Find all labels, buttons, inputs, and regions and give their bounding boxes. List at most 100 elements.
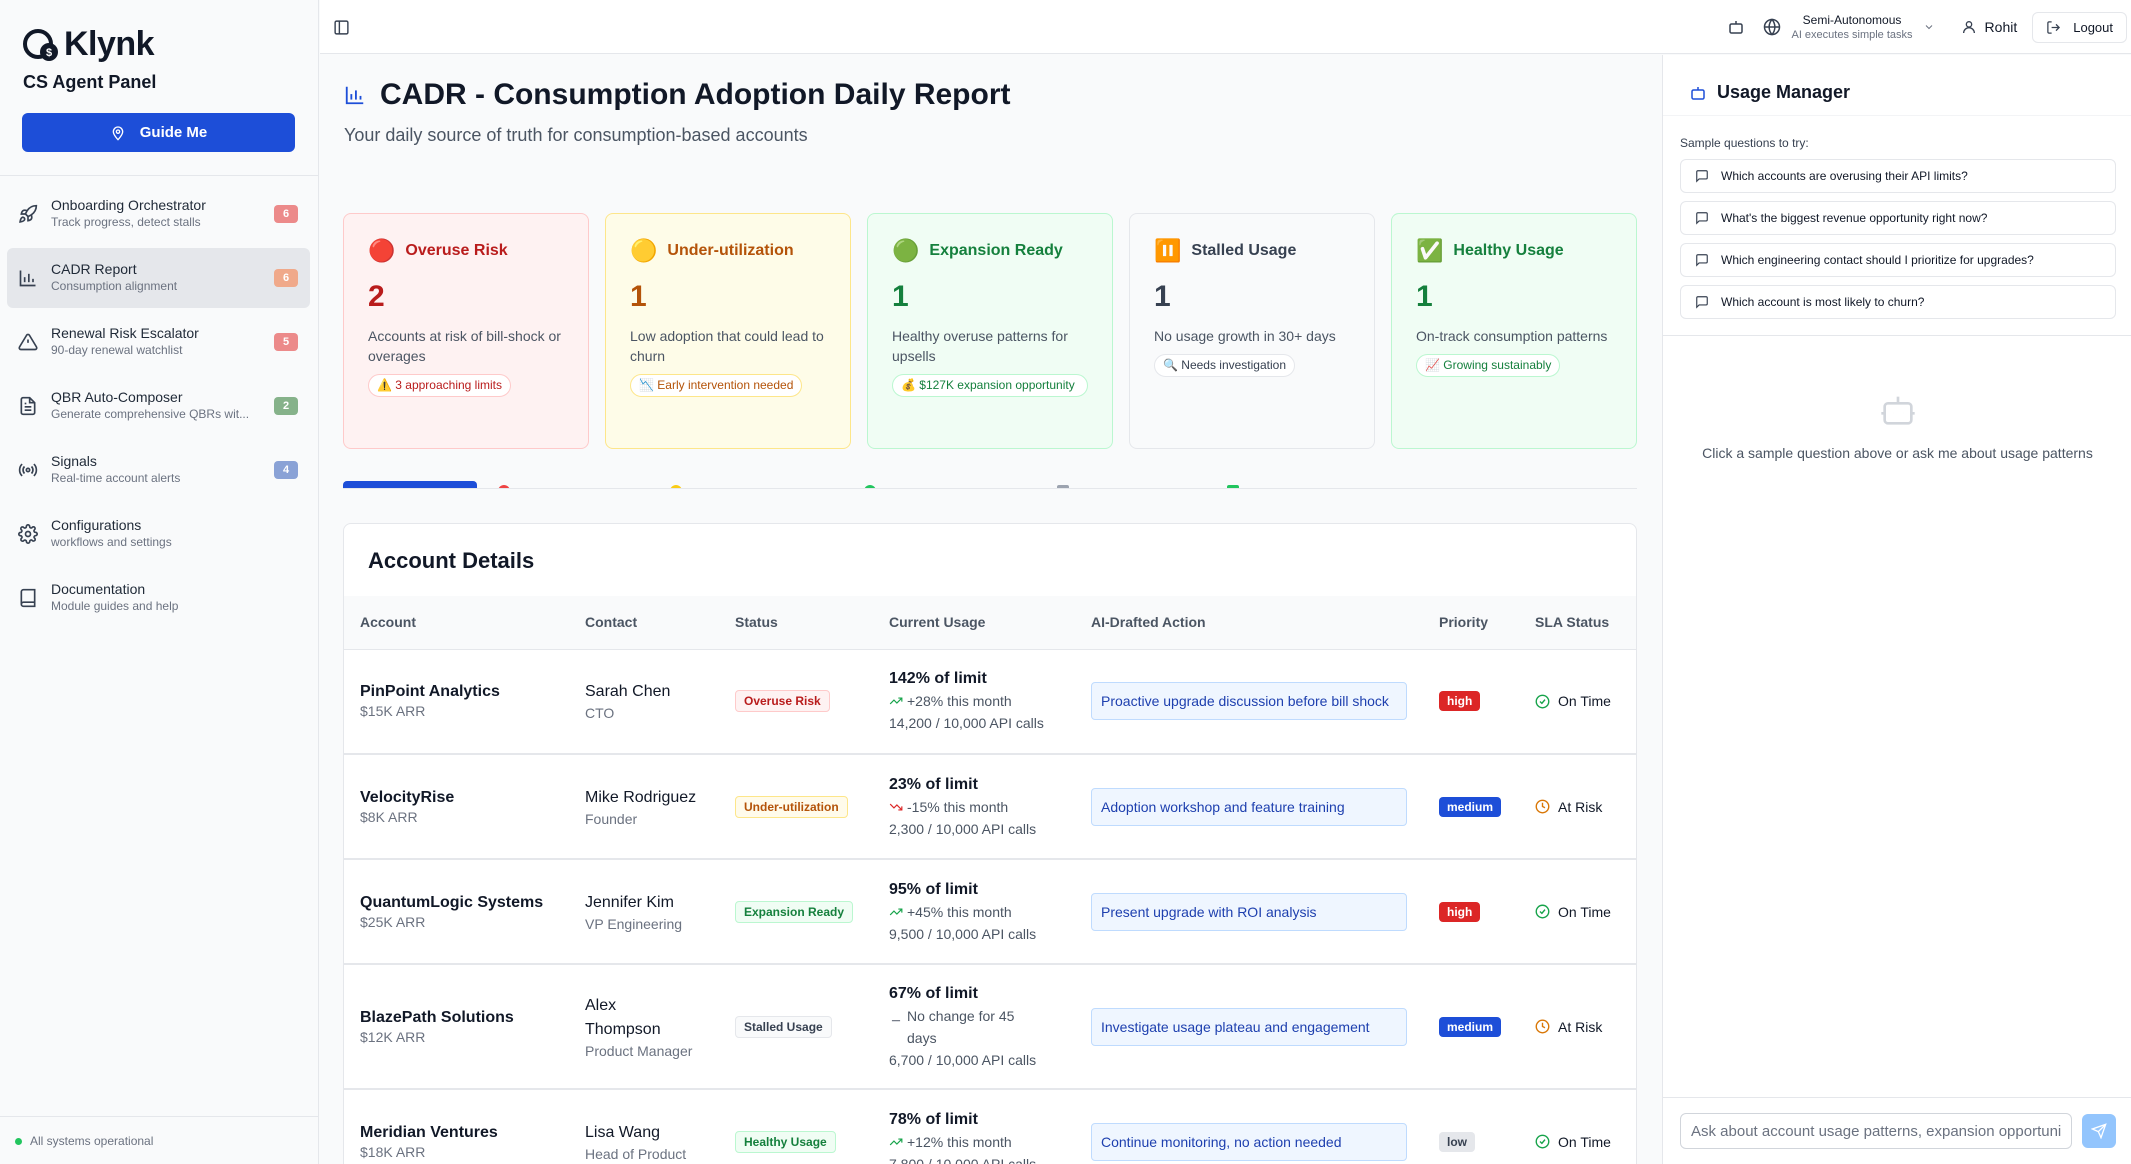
gear-icon — [18, 524, 38, 544]
card-expansion-ready[interactable]: 🟢 Expansion Ready 1 Healthy overuse patte… — [867, 213, 1113, 449]
yellow-circle-icon: 🟡 — [630, 238, 658, 263]
nav-badge: 6 — [274, 269, 298, 287]
nav-label: QBR Auto-Composer — [51, 389, 183, 405]
logout-button[interactable]: Logout — [2032, 11, 2127, 43]
usage-percent: 23% of limit — [889, 775, 978, 793]
tab-healthy-usage[interactable] — [1227, 485, 1239, 488]
tab-under-utilization[interactable] — [670, 485, 682, 488]
radio-icon — [18, 463, 38, 477]
table-row[interactable]: Meridian Ventures $18K ARR Lisa Wang Head … — [344, 1089, 1636, 1164]
sample-question[interactable]: Which account is most likely to churn? — [1680, 285, 2116, 319]
sidebar: $ Klynk CS Agent Panel Guide Me Onboardi… — [0, 0, 319, 1164]
tab-all[interactable] — [343, 481, 477, 488]
card-title: Overuse Risk — [405, 242, 508, 259]
table-row[interactable]: QuantumLogic Systems $25K ARR Jennifer Ki… — [344, 859, 1636, 965]
message-icon — [1696, 296, 1708, 309]
nav-label: Documentation — [51, 581, 146, 597]
send-button[interactable] — [2082, 1114, 2116, 1148]
sidebar-divider — [0, 175, 319, 176]
sidebar-item-documentation[interactable]: Documentation Module guides and help — [7, 568, 310, 628]
brand[interactable]: $ Klynk — [22, 24, 155, 64]
nav-label: Renewal Risk Escalator — [51, 325, 199, 341]
priority-badge: high — [1439, 901, 1481, 922]
nav-badge: 6 — [274, 205, 298, 223]
book-icon — [20, 588, 36, 608]
ai-drafted-action[interactable]: Adoption workshop and feature training — [1091, 787, 1407, 826]
account-name[interactable]: QuantumLogic Systems — [360, 893, 544, 911]
summary-cards: 🔴 Overuse Risk 2 Accounts at risk of bill… — [343, 213, 1637, 449]
account-arr: $18K ARR — [360, 1143, 426, 1160]
card-stalled-usage[interactable]: ⏸️ Stalled Usage 1 No usage growth in 30+… — [1129, 213, 1375, 449]
usage-trend: +12% this month — [907, 1133, 1012, 1150]
nav-sub: workflows and settings — [51, 535, 172, 549]
pause-icon: ⏸️ — [1154, 238, 1182, 263]
usage-trend: No change for 45 days — [907, 1007, 1015, 1046]
sidebar-item-qbr-auto-composer[interactable]: QBR Auto-Composer Generate comprehensive … — [7, 376, 310, 436]
bot-icon — [1691, 86, 1705, 100]
chat-input[interactable] — [1680, 1113, 2072, 1149]
green-circle-icon: 🟢 — [892, 238, 920, 263]
filter-tabs — [343, 481, 1637, 489]
card-under-utilization[interactable]: 🟡 Under-utilization 1 Low adoption that c… — [605, 213, 851, 449]
logout-icon — [2047, 20, 2061, 34]
bot-icon[interactable] — [1727, 18, 1745, 36]
ai-drafted-action[interactable]: Continue monitoring, no action needed — [1091, 1122, 1407, 1161]
nav-label: Signals — [51, 453, 97, 469]
nav-sub: Module guides and help — [51, 599, 179, 613]
mode-title: Semi-Autonomous — [1802, 12, 1902, 27]
sidebar-toggle-icon[interactable] — [333, 19, 350, 36]
card-chip: ⚠️ 3 approaching limits — [368, 374, 511, 397]
sidebar-item-configurations[interactable]: Configurations workflows and settings — [7, 504, 310, 564]
nav-sub: 90-day renewal watchlist — [51, 343, 183, 357]
card-chip: 🔍 Needs investigation — [1154, 354, 1296, 377]
tab-expansion-ready[interactable] — [864, 485, 876, 488]
sidebar-item-renewal-risk-escalator[interactable]: Renewal Risk Escalator 90-day renewal wat… — [7, 312, 310, 372]
sample-questions: Which accounts are overusing their API l… — [1680, 159, 2116, 327]
account-name[interactable]: PinPoint Analytics — [360, 683, 500, 701]
red-circle-icon: 🔴 — [368, 238, 396, 263]
sidebar-item-signals[interactable]: Signals Real-time account alerts 4 — [7, 440, 310, 500]
sample-questions-label: Sample questions to try: — [1680, 136, 1809, 150]
autonomy-mode-select[interactable]: Semi-Autonomous AI executes simple tasks — [1763, 13, 1934, 42]
sidebar-item-cadr-report[interactable]: CADR Report Consumption alignment 6 — [7, 248, 310, 308]
table-row[interactable]: VelocityRise $8K ARR Mike Rodriguez Founde… — [344, 754, 1636, 860]
sla-status: On Time — [1558, 1133, 1611, 1150]
account-arr: $8K ARR — [360, 808, 418, 825]
sla-status: On Time — [1558, 693, 1611, 710]
account-name[interactable]: VelocityRise — [360, 788, 455, 806]
sidebar-item-onboarding-orchestrator[interactable]: Onboarding Orchestrator Track progress, d… — [7, 184, 310, 244]
account-name[interactable]: BlazePath Solutions — [360, 1008, 514, 1026]
card-overuse-risk[interactable]: 🔴 Overuse Risk 2 Accounts at risk of bill… — [343, 213, 589, 449]
map-pin-icon — [112, 125, 124, 141]
contact-name: Lisa Wang — [585, 1123, 660, 1141]
system-status-text: All systems operational — [30, 1134, 154, 1148]
table-row[interactable]: PinPoint Analytics $15K ARR Sarah Chen CTO… — [344, 649, 1636, 755]
sample-question[interactable]: What's the biggest revenue opportunity r… — [1680, 201, 2116, 235]
ai-drafted-action[interactable]: Present upgrade with ROI analysis — [1091, 892, 1407, 931]
tab-stalled-usage[interactable] — [1057, 485, 1069, 488]
priority-badge: low — [1439, 1131, 1475, 1152]
nav-sub: Real-time account alerts — [51, 471, 181, 485]
priority-badge: medium — [1439, 1016, 1502, 1037]
column-header: Priority — [1439, 614, 1489, 631]
user-menu[interactable]: Rohit — [1961, 19, 2017, 35]
nav-sub: Consumption alignment — [51, 279, 178, 293]
clock-icon — [1535, 1019, 1550, 1034]
account-arr: $12K ARR — [360, 1028, 426, 1045]
account-name[interactable]: Meridian Ventures — [360, 1123, 498, 1141]
column-header: AI-Drafted Action — [1091, 614, 1206, 631]
card-healthy-usage[interactable]: ✅ Healthy Usage 1 On-track consumption pa… — [1391, 213, 1637, 449]
sample-question[interactable]: Which engineering contact should I prior… — [1680, 243, 2116, 277]
bar-chart-icon — [19, 270, 36, 287]
ai-drafted-action[interactable]: Investigate usage plateau and engagement — [1091, 1007, 1407, 1046]
svg-text:$: $ — [46, 47, 52, 59]
contact-name: Jennifer Kim — [585, 893, 674, 911]
usage-manager-panel: Usage Manager Sample questions to try: W… — [1662, 55, 2131, 1164]
tab-overuse-risk[interactable] — [498, 485, 510, 488]
guide-me-button[interactable]: Guide Me — [22, 113, 295, 152]
table-row[interactable]: BlazePath Solutions $12K ARR Alex Thompso… — [344, 964, 1636, 1090]
sample-question[interactable]: Which accounts are overusing their API l… — [1680, 159, 2116, 193]
card-count: 2 — [368, 280, 385, 313]
ai-drafted-action[interactable]: Proactive upgrade discussion before bill… — [1091, 682, 1407, 721]
clock-icon — [1535, 799, 1550, 814]
